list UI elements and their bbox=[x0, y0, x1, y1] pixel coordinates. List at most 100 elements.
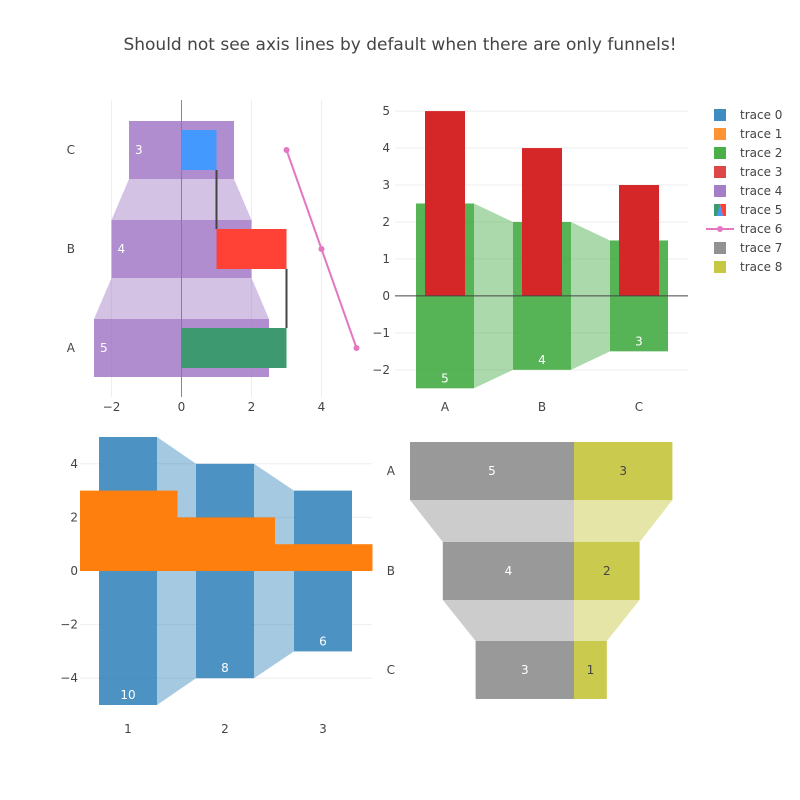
x-tick-label: −2 bbox=[103, 400, 121, 414]
funnel-connector bbox=[574, 500, 673, 542]
legend-item: trace 6 bbox=[706, 222, 782, 236]
y-tick-label: 4 bbox=[382, 141, 390, 155]
funnel-bar-label: 2 bbox=[603, 564, 611, 578]
legend-item: trace 1 bbox=[714, 127, 782, 141]
funnel-bar bbox=[574, 542, 640, 600]
legend-swatch bbox=[714, 185, 726, 197]
legend-swatch bbox=[714, 166, 726, 178]
legend-label: trace 7 bbox=[740, 241, 782, 255]
bar bbox=[80, 490, 178, 571]
legend: trace 0 trace 1 trace 2 trace 3 trace 4 trace… bbox=[706, 108, 782, 274]
legend-swatch bbox=[720, 204, 726, 216]
panel-bottom-right: A B C 5 3 4 2 3 1 bbox=[387, 442, 673, 699]
funnel-bar-label: 5 bbox=[100, 341, 108, 355]
waterfall-bar bbox=[181, 328, 287, 368]
y-tick-label: B bbox=[387, 564, 395, 578]
legend-label: trace 0 bbox=[740, 108, 782, 122]
funnel-bar bbox=[475, 641, 574, 699]
funnel-connector bbox=[410, 500, 574, 542]
y-tick-label: C bbox=[387, 663, 395, 677]
legend-label: trace 6 bbox=[740, 222, 782, 236]
legend-item: trace 0 bbox=[714, 108, 782, 122]
funnel-bar bbox=[442, 542, 574, 600]
x-tick-label: 1 bbox=[124, 722, 132, 736]
bar bbox=[177, 517, 275, 571]
legend-label: trace 3 bbox=[740, 165, 782, 179]
legend-label: trace 2 bbox=[740, 146, 782, 160]
y-tick-label: 2 bbox=[382, 215, 390, 229]
bar bbox=[425, 111, 465, 296]
x-tick-label: 0 bbox=[178, 400, 186, 414]
y-tick-label: C bbox=[67, 143, 75, 157]
y-tick-label: −2 bbox=[372, 363, 390, 377]
legend-item: trace 8 bbox=[714, 260, 782, 274]
legend-label: trace 8 bbox=[740, 260, 782, 274]
x-tick-label: 2 bbox=[221, 722, 229, 736]
funnel-connector bbox=[574, 600, 640, 641]
x-tick-label: 2 bbox=[248, 400, 256, 414]
funnel-bar-label: 6 bbox=[319, 634, 327, 648]
legend-swatch bbox=[714, 128, 726, 140]
line-marker bbox=[353, 345, 360, 351]
funnel-bar-label: 4 bbox=[505, 564, 513, 578]
funnel-connector bbox=[94, 278, 269, 319]
y-tick-label: 5 bbox=[382, 104, 390, 118]
legend-swatch bbox=[714, 109, 726, 121]
legend-item: trace 3 bbox=[714, 165, 782, 179]
line-marker bbox=[283, 147, 290, 153]
x-tick-label: A bbox=[441, 400, 450, 414]
bar bbox=[619, 185, 659, 296]
y-tick-label: 3 bbox=[382, 178, 390, 192]
x-tick-label: B bbox=[538, 400, 546, 414]
funnel-bar-label: 5 bbox=[441, 371, 449, 385]
legend-swatch bbox=[714, 147, 726, 159]
funnel-bar-label: 3 bbox=[521, 663, 529, 677]
funnel-bar-label: 4 bbox=[118, 242, 126, 256]
funnel-bar bbox=[410, 442, 574, 500]
x-tick-label: 3 bbox=[319, 722, 327, 736]
legend-marker bbox=[717, 226, 723, 232]
y-tick-label: 2 bbox=[70, 510, 78, 524]
waterfall-bar bbox=[216, 229, 287, 269]
funnel-bar-label: 8 bbox=[221, 661, 229, 675]
y-tick-label: A bbox=[67, 341, 76, 355]
funnel-connector bbox=[111, 179, 252, 220]
y-tick-label: 0 bbox=[382, 289, 390, 303]
funnel-bar bbox=[574, 641, 607, 699]
legend-label: trace 4 bbox=[740, 184, 782, 198]
legend-item: trace 7 bbox=[714, 241, 782, 255]
bar bbox=[522, 148, 562, 296]
legend-item: trace 4 bbox=[714, 184, 782, 198]
line-marker bbox=[318, 246, 325, 252]
panel-bottom-left: −4 −2 0 2 4 1 2 3 10 8 6 bbox=[60, 437, 373, 736]
y-tick-label: −4 bbox=[60, 671, 78, 685]
legend-label: trace 5 bbox=[740, 203, 782, 217]
funnel-bar-label: 4 bbox=[538, 353, 546, 367]
y-tick-label: 0 bbox=[70, 564, 78, 578]
panel-top-left: −2 0 2 4 A B C 5 4 3 bbox=[67, 100, 360, 414]
funnel-bar-label: 5 bbox=[488, 464, 496, 478]
bar bbox=[275, 544, 373, 571]
legend-swatch bbox=[714, 242, 726, 254]
funnel-connector bbox=[442, 600, 574, 641]
y-tick-label: −1 bbox=[372, 326, 390, 340]
legend-item: trace 2 bbox=[714, 146, 782, 160]
y-tick-label: −2 bbox=[60, 618, 78, 632]
x-tick-label: C bbox=[635, 400, 643, 414]
legend-swatch bbox=[714, 261, 726, 273]
y-tick-label: A bbox=[387, 464, 396, 478]
legend-swatch bbox=[717, 204, 723, 216]
legend-item: trace 5 bbox=[714, 203, 782, 217]
funnel-bar-label: 3 bbox=[635, 334, 643, 348]
funnel-bar-label: 3 bbox=[619, 464, 627, 478]
y-tick-label: B bbox=[67, 242, 75, 256]
funnel-bar-label: 3 bbox=[135, 143, 143, 157]
x-tick-label: 4 bbox=[318, 400, 326, 414]
panel-top-right: −2 −1 0 1 2 3 4 5 A B C 5 4 3 bbox=[372, 104, 688, 414]
funnel-bar bbox=[574, 442, 673, 500]
funnel-bar-label: 10 bbox=[120, 688, 135, 702]
legend-label: trace 1 bbox=[740, 127, 782, 141]
y-tick-label: 4 bbox=[70, 457, 78, 471]
